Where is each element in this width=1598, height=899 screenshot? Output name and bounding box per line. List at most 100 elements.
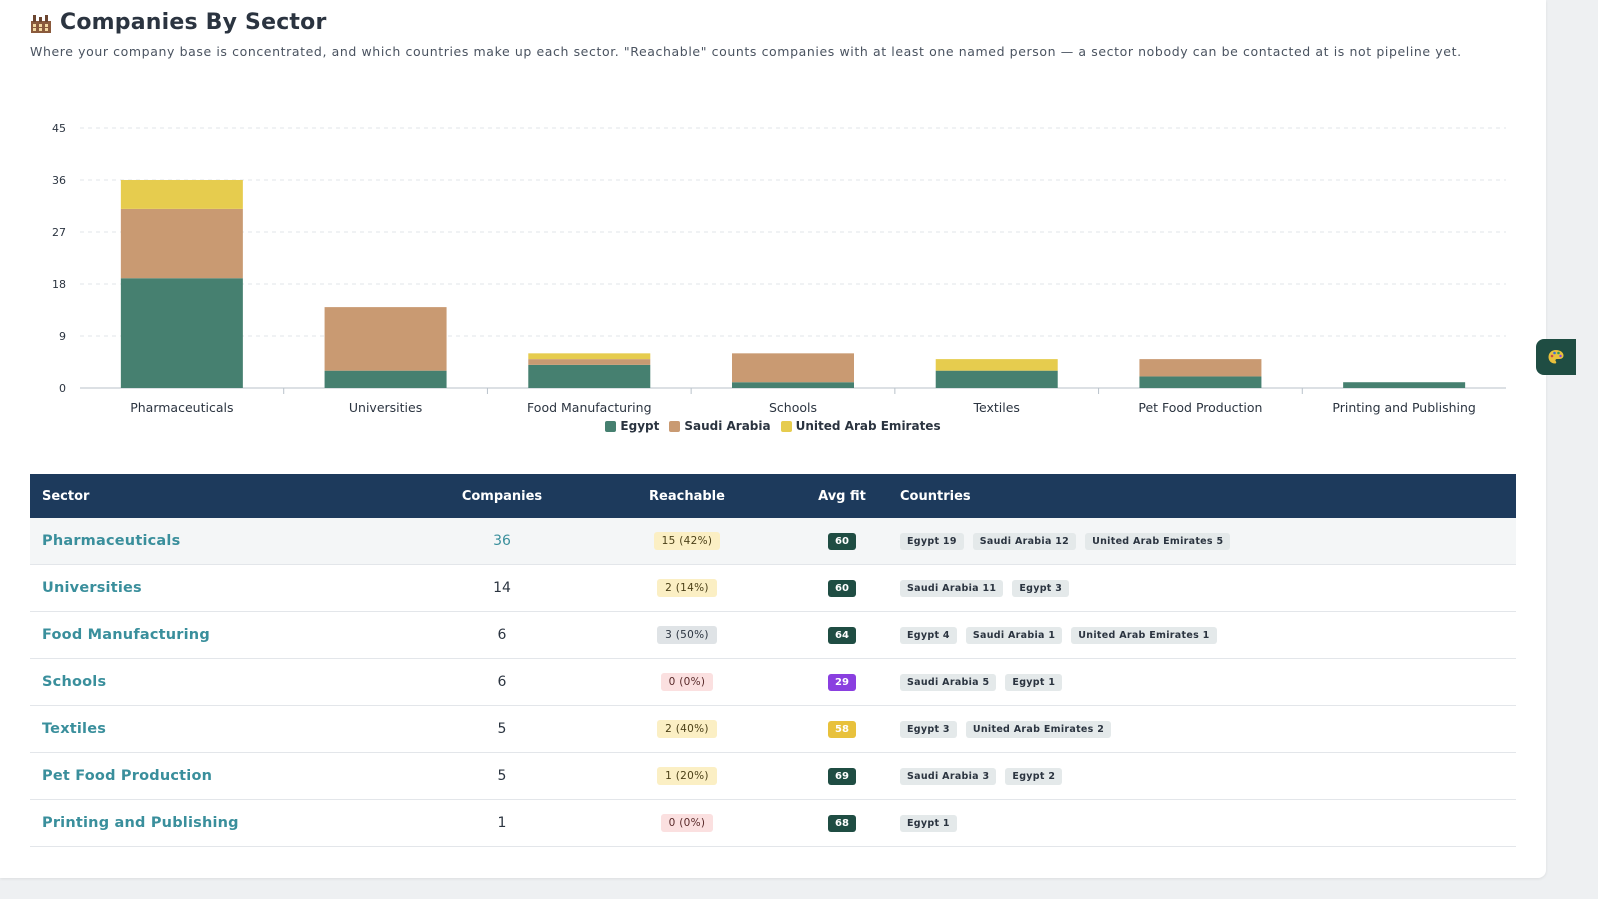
sector-cell: Printing and Publishing [30,815,442,831]
companies-count: 36 [493,533,511,549]
page-subtitle: Where your company base is concentrated,… [30,44,1462,59]
bar-segment[interactable] [120,278,243,388]
avg-fit-badge: 60 [828,533,856,550]
avg-fit-cell: 60 [812,532,872,550]
bar-segment[interactable] [324,370,447,388]
bar-segment[interactable] [935,370,1058,388]
x-tick-label: Food Manufacturing [527,400,651,415]
avg-fit-cell: 60 [812,579,872,597]
col-header-avg-fit[interactable]: Avg fit [818,488,866,504]
bar-segment[interactable] [120,180,243,209]
reachable-badge: 0 (0%) [660,814,714,832]
sector-link[interactable]: Textiles [42,721,107,737]
reachable-badge: 2 (14%) [657,579,717,597]
sector-link[interactable]: Schools [42,674,107,690]
factory-icon [31,14,51,33]
reachable-cell: 0 (0%) [562,814,812,832]
bar-segment[interactable] [732,382,854,388]
countries-cell: Saudi Arabia 11 Egypt 3 [872,579,1070,597]
country-chip: Egypt 3 [1012,579,1070,597]
bar-segment[interactable] [120,208,243,279]
x-tick-label: Printing and Publishing [1332,400,1475,415]
sector-cell: Pharmaceuticals [30,533,442,549]
table-row[interactable]: Universities 14 2 (14%) 60 Saudi Arabia 11 Eg… [30,565,1516,612]
reachable-cell: 15 (42%) [562,532,812,550]
table-row[interactable]: Schools 6 0 (0%) 29 Saudi Arabia 5 Egypt 1 [30,659,1516,706]
bar-segment[interactable] [935,359,1058,371]
sector-link[interactable]: Pet Food Production [42,768,213,784]
reachable-cell: 0 (0%) [562,673,812,691]
avg-fit-cell: 58 [812,720,872,738]
countries-cell: Egypt 1 [872,814,957,832]
bar-segment[interactable] [528,364,651,388]
sector-link[interactable]: Pharmaceuticals [42,533,181,549]
country-chip: Egypt 2 [1005,767,1063,785]
chart-legend: Egypt Saudi Arabia United Arab Emirates [0,419,1546,433]
legend-item-saudi-arabia[interactable]: Saudi Arabia [669,419,771,433]
x-tick-label: Universities [349,400,422,415]
bar-segment[interactable] [1139,359,1262,377]
table-header: Sector Companies Reachable Avg fit Count… [30,474,1516,518]
table-row[interactable]: Pharmaceuticals 36 15 (42%) 60 Egypt 19 Saudi… [30,518,1516,565]
avg-fit-badge: 64 [828,627,856,644]
legend-swatch-egypt [605,420,617,432]
table-row[interactable]: Food Manufacturing 6 3 (50%) 64 Egypt 4 Saudi… [30,612,1516,659]
col-header-reachable[interactable]: Reachable [649,488,725,504]
bar-segment[interactable] [1343,382,1466,388]
table-row[interactable]: Textiles 5 2 (40%) 58 Egypt 3 United Arab Emi… [30,706,1516,753]
table-row[interactable]: Printing and Publishing 1 0 (0%) 68 Egypt 1 [30,800,1516,847]
bar-segment[interactable] [732,353,854,383]
x-tick-label: Pet Food Production [1138,400,1262,415]
sector-card: Companies By Sector Where your company b… [0,0,1546,878]
y-tick-label: 45 [52,122,66,135]
avg-fit-badge: 69 [828,768,856,785]
legend-label-egypt: Egypt [620,419,660,433]
companies-count: 6 [497,674,507,690]
avg-fit-badge: 68 [828,815,856,832]
reachable-badge: 1 (20%) [657,767,717,785]
y-tick-label: 36 [52,174,66,187]
avg-fit-cell: 29 [812,673,872,691]
side-panel-tab[interactable] [1536,339,1576,375]
x-tick-label: Schools [769,400,817,415]
country-chip: Saudi Arabia 3 [900,767,997,785]
country-chip: Egypt 1 [900,814,957,832]
reachable-badge: 15 (42%) [653,532,721,550]
country-chip: Egypt 19 [900,532,964,550]
legend-item-egypt[interactable]: Egypt [605,419,659,433]
country-chip: Saudi Arabia 11 [900,579,1004,597]
legend-swatch-saudi-arabia [669,420,681,432]
sector-link[interactable]: Printing and Publishing [42,815,239,831]
avg-fit-cell: 68 [812,814,872,832]
countries-cell: Egypt 4 Saudi Arabia 1 United Arab Emirate… [872,626,1217,644]
sector-cell: Universities [30,580,442,596]
bar-segment[interactable] [528,359,651,365]
col-header-sector[interactable]: Sector [42,488,90,504]
sector-link[interactable]: Food Manufacturing [42,627,210,643]
sector-cell: Schools [30,674,442,690]
reachable-cell: 3 (50%) [562,626,812,644]
table-row[interactable]: Pet Food Production 5 1 (20%) 69 Saudi Arabi… [30,753,1516,800]
y-tick-label: 18 [52,278,66,291]
sector-link[interactable]: Universities [42,580,142,596]
avg-fit-badge: 29 [828,674,856,691]
country-chip: Egypt 1 [1005,673,1063,691]
legend-label-uae: United Arab Emirates [795,419,941,433]
bar-segment[interactable] [1139,376,1262,388]
bar-segment[interactable] [528,353,651,360]
bar-segment[interactable] [324,307,447,371]
y-tick-label: 27 [52,226,66,239]
country-chip: Egypt 4 [900,626,957,644]
col-header-countries[interactable]: Countries [900,488,971,504]
legend-item-uae[interactable]: United Arab Emirates [780,419,941,433]
reachable-cell: 2 (40%) [562,720,812,738]
sector-cell: Food Manufacturing [30,627,442,643]
reachable-cell: 1 (20%) [562,767,812,785]
legend-swatch-uae [780,420,792,432]
y-tick-label: 9 [59,330,66,343]
companies-count: 1 [497,815,507,831]
avg-fit-cell: 69 [812,767,872,785]
reachable-badge: 3 (50%) [657,626,717,644]
y-tick-label: 0 [59,382,66,395]
col-header-companies[interactable]: Companies [461,488,543,504]
